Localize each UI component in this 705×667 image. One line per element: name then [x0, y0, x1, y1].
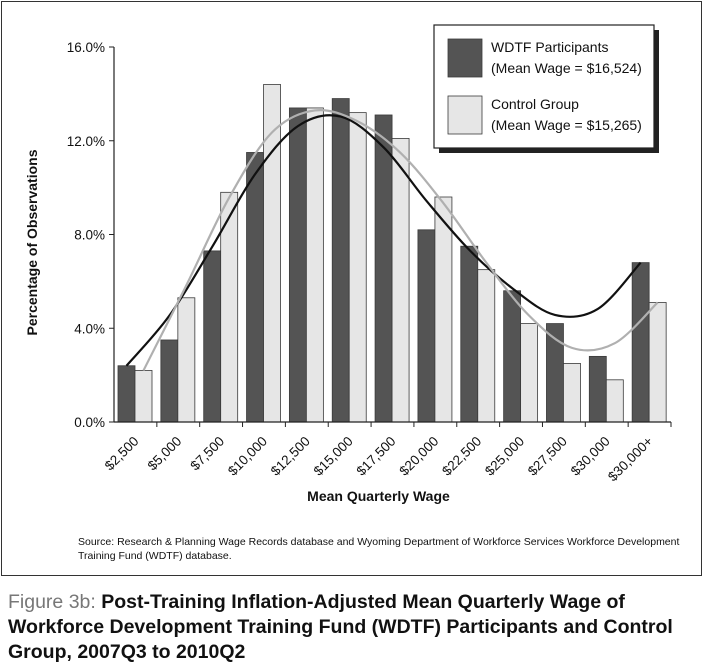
- legend-swatch-wdtf: [447, 38, 483, 78]
- bar-wdtf-5: [288, 107, 307, 423]
- x-tick-label: $22,500: [439, 434, 484, 479]
- bar-wdtf-10: [503, 290, 522, 423]
- x-tick-label: $20,000: [396, 434, 441, 479]
- x-tick-label: $15,000: [311, 434, 356, 479]
- y-tick-label: 12.0%: [67, 134, 105, 149]
- source-note: Source: Research & Planning Wage Records…: [78, 536, 680, 562]
- x-tick-label: $2,500: [102, 434, 142, 474]
- x-tick-label: $25,000: [482, 434, 527, 479]
- bar-control-10: [520, 323, 539, 423]
- trendline-wdtf: [125, 114, 642, 367]
- bar-control-6: [348, 112, 367, 423]
- bar-wdtf-7: [374, 114, 393, 423]
- trendline-control: [142, 108, 659, 371]
- bar-control-7: [391, 138, 410, 423]
- y-tick-label: 8.0%: [74, 228, 105, 243]
- bar-control-13: [648, 302, 667, 423]
- legend-series-name: Control Group: [491, 96, 579, 112]
- legend-series-mean: (Mean Wage = $16,524): [491, 60, 642, 76]
- figure-label: Figure 3b:: [8, 591, 96, 613]
- x-tick-label: $17,500: [353, 434, 398, 479]
- x-tick-label: $5,000: [145, 434, 185, 474]
- x-tick-label: $10,000: [225, 434, 270, 479]
- bar-wdtf-4: [246, 152, 264, 423]
- bar-control-1: [134, 370, 153, 423]
- x-tick-label: $7,500: [187, 434, 227, 474]
- bar-wdtf-6: [331, 98, 350, 423]
- y-tick-label: 0.0%: [74, 415, 105, 430]
- bar-control-8: [434, 196, 453, 423]
- bar-control-5: [305, 107, 324, 423]
- bar-wdtf-8: [417, 229, 436, 423]
- y-tick-label: 16.0%: [67, 40, 105, 55]
- bar-control-4: [263, 84, 281, 423]
- bar-control-2: [177, 297, 196, 423]
- legend-series-name: WDTF Participants: [491, 39, 608, 55]
- bar-wdtf-2: [160, 339, 179, 423]
- x-tick-label: $30,000+: [605, 433, 656, 484]
- figure-title: Post-Training Inflation-Adjusted Mean Qu…: [8, 591, 673, 663]
- x-tick-label: $27,500: [525, 434, 570, 479]
- bar-control-9: [477, 269, 496, 423]
- bar-chart: 0.0% 4.0% 8.0% 12.0% 16.0% $2,500 $5,000 $7,500…: [24, 24, 672, 504]
- x-tick-label: $12,500: [268, 434, 313, 479]
- bar-wdtf-3: [203, 250, 222, 423]
- bar-control-11: [563, 363, 581, 423]
- bar-wdtf-12: [588, 355, 607, 423]
- figure-caption: Figure 3b: Post-Training Inflation-Adjus…: [8, 590, 698, 665]
- bar-wdtf-9: [460, 245, 479, 423]
- legend-swatch-control: [447, 95, 483, 135]
- legend-series-mean: (Mean Wage = $15,265): [491, 117, 642, 133]
- bar-wdtf-13: [631, 262, 650, 423]
- y-axis-title: Percentage of Observations: [24, 149, 40, 335]
- x-axis-title: Mean Quarterly Wage: [307, 488, 450, 504]
- bar-control-12: [605, 379, 624, 423]
- bar-wdtf-1: [117, 365, 136, 423]
- figure-frame: 0.0% 4.0% 8.0% 12.0% 16.0% $2,500 $5,000 $7,500…: [1, 1, 702, 576]
- y-tick-label: 4.0%: [74, 321, 105, 336]
